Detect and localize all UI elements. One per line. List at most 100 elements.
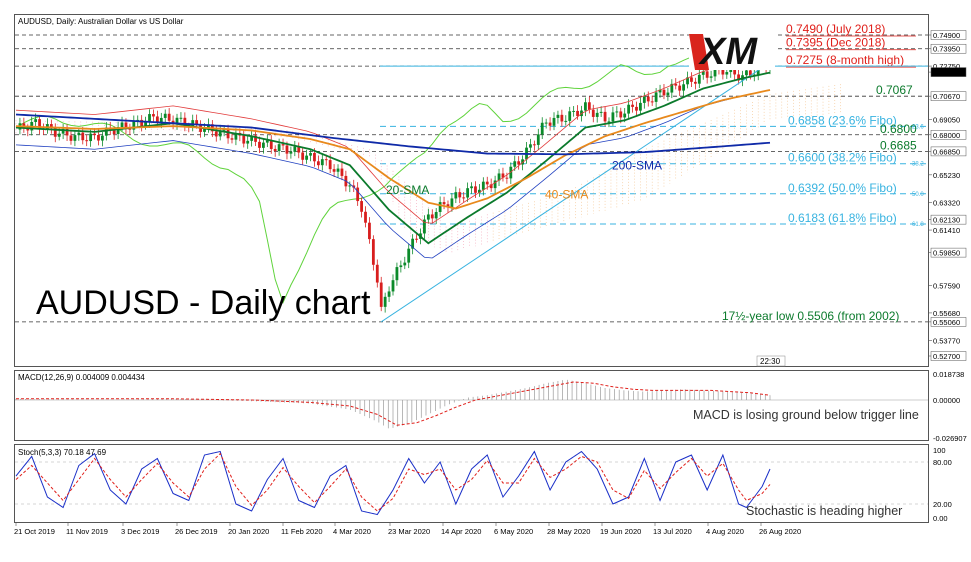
- candle-body: [242, 135, 246, 144]
- candle-body: [654, 92, 658, 102]
- candle-body: [709, 76, 713, 78]
- candle-body: [73, 135, 77, 141]
- level-label: 0.6858 (23.6% Fibo): [788, 113, 897, 127]
- candle-body: [285, 145, 289, 154]
- candle-body: [635, 106, 638, 111]
- candle-body: [584, 102, 587, 111]
- candle-body: [320, 159, 324, 166]
- candle-body: [163, 113, 167, 118]
- candle-body: [627, 104, 631, 114]
- candle-body: [258, 141, 261, 148]
- candle-body: [737, 74, 740, 81]
- candle-body: [603, 111, 607, 122]
- chart-header: AUDUSD, Daily: Australian Dollar vs US D…: [18, 17, 184, 26]
- candle-body: [552, 117, 556, 126]
- macd-annotation: MACD is losing ground below trigger line: [693, 408, 919, 422]
- candle-body: [152, 114, 155, 117]
- y-tick-label: 0.55680: [933, 309, 960, 318]
- y-tick-label: 0.53770: [933, 337, 960, 346]
- macd-signal: [16, 381, 771, 426]
- x-tick-label: 4 Aug 2020: [706, 527, 744, 536]
- candle-body: [540, 122, 544, 135]
- y-tick-label: 0.74900: [933, 31, 960, 40]
- candle-body: [269, 140, 273, 149]
- candle-body: [564, 120, 568, 122]
- candle-body: [493, 180, 497, 189]
- candle-body: [332, 169, 336, 172]
- candle-body: [69, 135, 73, 141]
- candle-body: [371, 239, 375, 265]
- candle-body: [379, 282, 383, 307]
- xm-logo: XM: [689, 26, 775, 73]
- y-tick-label: 0.59850: [933, 249, 960, 258]
- y-tick-label: 0.68000: [933, 131, 960, 140]
- y-tick-box: [930, 30, 967, 40]
- y-tick-box: [930, 146, 967, 157]
- stoch-k-line: [15, 450, 771, 516]
- macd-panel: [14, 370, 929, 441]
- candle-body: [324, 159, 328, 161]
- candle-body: [595, 112, 599, 117]
- candle-body: [670, 83, 674, 93]
- candle-body: [250, 135, 254, 141]
- candle-body: [745, 70, 748, 76]
- sma-line: [15, 113, 771, 156]
- x-tick-label: 26 Aug 2020: [759, 527, 801, 536]
- y-tick-label: 0.52700: [933, 352, 960, 361]
- candle-body: [340, 168, 344, 176]
- candle-body: [97, 134, 100, 141]
- x-tick-label: 11 Nov 2019: [66, 527, 108, 536]
- candle-body: [313, 153, 316, 162]
- candle-body: [599, 111, 603, 113]
- sma20-label: 20-SMA: [386, 183, 429, 197]
- candle-body: [748, 70, 752, 76]
- candle-body: [203, 128, 206, 132]
- y-tick-label: 0.61410: [933, 226, 960, 235]
- candle-body: [144, 122, 147, 126]
- candle-body: [34, 119, 38, 122]
- candle-body: [305, 155, 309, 160]
- candle-body: [505, 177, 509, 179]
- candle-body: [690, 77, 693, 82]
- candle-body: [57, 133, 61, 137]
- candle-body: [375, 264, 379, 283]
- candle-body: [556, 114, 560, 118]
- candle-body: [316, 161, 320, 166]
- y-tick-label: 0.72750: [933, 62, 960, 71]
- candle-body: [470, 186, 473, 189]
- candle-body: [262, 142, 265, 148]
- candle-body: [462, 197, 466, 199]
- y-tick-box: [930, 351, 967, 361]
- candle-body: [721, 68, 725, 75]
- candle-body: [568, 111, 572, 121]
- candle-body: [450, 198, 454, 208]
- candle-body: [662, 89, 666, 96]
- candle-body: [686, 77, 689, 85]
- candle-body: [38, 119, 41, 129]
- candle-body: [466, 188, 470, 198]
- candle-body: [631, 104, 634, 107]
- candle-body: [454, 192, 458, 199]
- candle-body: [356, 187, 360, 202]
- candle-body: [725, 72, 729, 75]
- candle-body: [666, 92, 670, 96]
- band-line: [15, 89, 771, 259]
- candle-body: [246, 140, 250, 144]
- candle-body: [61, 128, 65, 134]
- stoch-header: Stoch(5,3,3) 70.18 47.69: [18, 448, 107, 457]
- candle-body: [289, 151, 293, 154]
- candle-body: [639, 102, 642, 111]
- candle-body: [548, 122, 552, 126]
- band-line: [15, 54, 771, 224]
- candle-body: [273, 148, 277, 152]
- candle-body: [195, 120, 199, 125]
- y-tick-label: 0.72335: [933, 68, 960, 77]
- candle-body: [426, 214, 430, 220]
- stoch-panel: [14, 444, 929, 523]
- time-label: 22:30: [760, 357, 781, 366]
- candle-body: [658, 89, 662, 93]
- level-label: 0.7490 (July 2018): [786, 22, 885, 36]
- candle-body: [179, 117, 183, 119]
- x-tick-label: 23 Mar 2020: [388, 527, 430, 536]
- candle-body: [615, 111, 619, 113]
